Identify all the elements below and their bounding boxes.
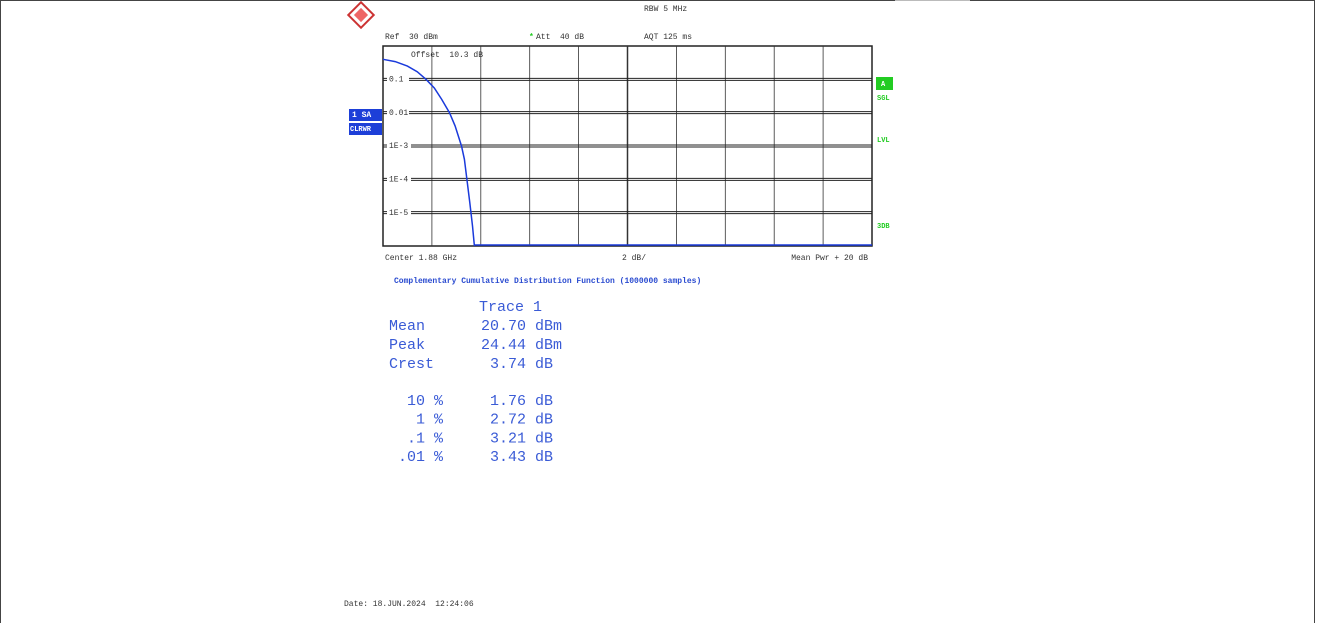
rbw: RBW 5 MHz <box>644 5 687 14</box>
trace-mode: CLRWR <box>350 126 372 134</box>
percentile-unit: dB <box>535 393 553 410</box>
percentile-label: .1 % <box>407 430 444 447</box>
stat-unit: dBm <box>535 337 562 354</box>
ref: Ref 30 dBm <box>385 33 438 42</box>
trace-a-box <box>876 77 893 90</box>
scale: 2 dB/ <box>622 254 646 263</box>
trace-header: Trace 1 <box>479 299 542 316</box>
att-marker: * <box>529 33 534 42</box>
att: Att 40 dB <box>536 33 584 42</box>
tick-label-bg <box>387 108 409 117</box>
sgl: SGL <box>877 95 890 103</box>
percentile-value: 3.43 <box>490 449 526 466</box>
y-tick-label: 1E-5 <box>389 209 408 218</box>
percentile-value: 2.72 <box>490 412 526 429</box>
date: Date: 18.JUN.2024 12:24:06 <box>344 600 474 609</box>
stat-value: 20.70 <box>481 318 526 335</box>
channel-box <box>349 109 382 121</box>
percentile-value: 1.76 <box>490 393 526 410</box>
logo <box>346 0 376 30</box>
center: Center 1.88 GHz <box>385 254 457 263</box>
percentile-unit: dB <box>535 412 553 429</box>
y-tick-label: 1E-4 <box>389 175 408 184</box>
y-tick-label: 1E-3 <box>389 142 408 151</box>
channel-label: 1 SA <box>352 111 371 120</box>
tick-label-bg <box>387 142 411 150</box>
tick-label-bg <box>387 75 409 84</box>
vertical-grid <box>431 46 824 246</box>
ccdf-trace <box>382 58 476 247</box>
percentile-label: 10 % <box>407 393 444 410</box>
stat-unit: dBm <box>535 318 562 335</box>
tick-label-bg <box>387 208 411 217</box>
percentile-label: .01 % <box>398 449 444 466</box>
stat-label: Peak <box>389 337 425 354</box>
aqt: AQT 125 ms <box>644 33 692 42</box>
stat-unit: dB <box>535 356 553 373</box>
trace-mode-box <box>349 123 382 135</box>
trace-a: A <box>881 81 886 89</box>
stats-title: Complementary Cumulative Distribution Fu… <box>394 277 701 286</box>
stat-value: 3.74 <box>490 356 526 373</box>
y-tick-label: 0.01 <box>389 109 408 118</box>
percentile-label: 1 % <box>416 412 444 429</box>
stat-label: Mean <box>389 318 425 335</box>
lvl: LVL <box>877 137 890 145</box>
stat-label: Crest <box>389 356 434 373</box>
offset: Offset 10.3 dB <box>411 51 483 60</box>
percentile-value: 3.21 <box>490 430 526 447</box>
percentile-unit: dB <box>535 430 553 447</box>
y-tick-label: 0.1 <box>389 75 404 84</box>
span: Mean Pwr + 20 dB <box>791 254 868 263</box>
percentile-unit: dB <box>535 449 553 466</box>
tick-label-bg <box>387 175 411 184</box>
3db: 3DB <box>877 223 890 231</box>
stat-value: 24.44 <box>481 337 526 354</box>
